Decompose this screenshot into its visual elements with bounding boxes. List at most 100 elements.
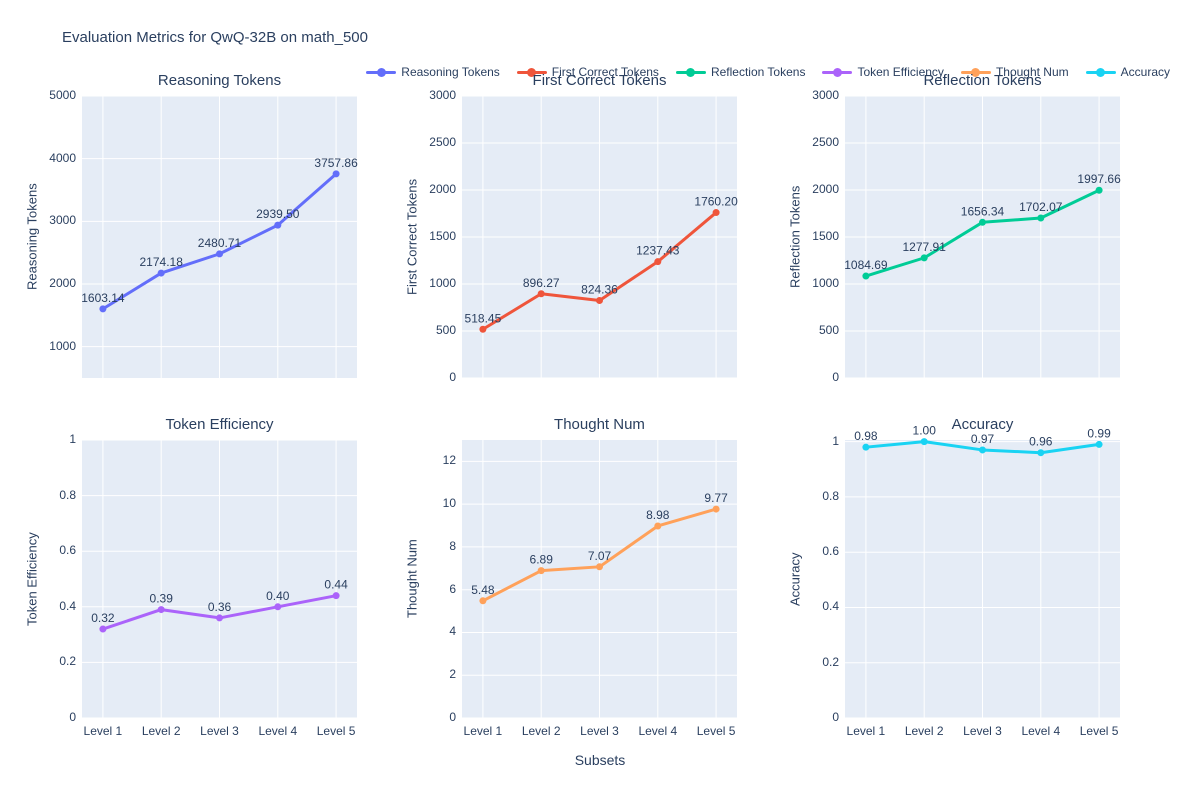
subplot-title-reflection-tokens: Reflection Tokens — [923, 72, 1042, 89]
data-point-label: 6.89 — [530, 553, 554, 567]
legend-line-marker-icon — [960, 67, 991, 77]
y-tick-label: 0.8 — [59, 487, 76, 502]
y-axis-title-token-efficiency: Token Efficiency — [24, 532, 40, 626]
data-point-label: 0.32 — [91, 611, 115, 625]
data-point-marker — [862, 272, 870, 280]
plot-area-reflection-tokens[interactable]: 1084.69 1277.91 1656.34 1702.07 1997.66 — [844, 95, 1121, 379]
data-point-label: 824.36 — [581, 283, 618, 297]
x-tick-label: Level 2 — [904, 724, 944, 738]
data-point-label: 0.39 — [150, 592, 174, 606]
y-tick-label: 5000 — [49, 88, 76, 102]
data-point-marker — [479, 597, 487, 605]
data-point-marker — [332, 170, 340, 178]
y-tick-label: 0.2 — [59, 654, 76, 669]
legend-line-marker-icon — [822, 67, 853, 77]
subplot-title-accuracy: Accuracy — [951, 416, 1014, 433]
data-point-marker — [1037, 449, 1045, 457]
y-tick-label: 1500 — [429, 229, 456, 243]
y-tick-label: 3000 — [429, 88, 456, 102]
data-point-marker — [537, 290, 545, 298]
y-tick-label: 8 — [449, 538, 456, 553]
legend-line-marker-icon — [1085, 67, 1116, 77]
y-tick-label: 1 — [832, 433, 839, 448]
x-tick-label: Level 3 — [963, 724, 1002, 738]
legend-label: First Correct Tokens — [551, 65, 659, 79]
legend-line-marker-icon — [366, 67, 397, 77]
data-point-marker — [537, 567, 545, 575]
legend-label: Reflection Tokens — [710, 65, 806, 79]
y-tick-label: 0.8 — [822, 488, 839, 503]
y-tick-label: 1000 — [429, 276, 456, 290]
y-tick-label: 2000 — [429, 182, 456, 196]
y-tick-label: 0.4 — [59, 598, 76, 613]
data-point-marker — [712, 505, 720, 513]
data-point-marker — [596, 297, 603, 305]
data-point-marker — [1095, 186, 1103, 194]
legend-label: Accuracy — [1120, 65, 1170, 79]
data-point-marker — [99, 305, 107, 313]
y-tick-label: 1000 — [812, 276, 839, 290]
data-point-label: 1277.91 — [903, 240, 947, 254]
data-point-label: 8.98 — [646, 508, 670, 522]
legend: Reasoning Tokens First Correct Tokens Refl… — [0, 65, 1170, 79]
data-point-marker — [157, 269, 165, 277]
plot-area-thought-num[interactable]: 5.48 6.89 7.07 8.98 9.77 — [462, 440, 737, 719]
plot-area-accuracy[interactable]: 0.98 1.00 0.97 0.96 0.99 — [845, 424, 1120, 719]
y-tick-label: 3000 — [812, 88, 839, 102]
legend-item-reasoning-tokens[interactable]: Reasoning Tokens — [366, 65, 500, 79]
y-tick-label: 1500 — [812, 229, 839, 243]
data-point-label: 0.44 — [324, 578, 348, 592]
data-point-label: 1656.34 — [961, 204, 1005, 218]
data-point-label: 1237.43 — [636, 244, 680, 258]
y-tick-label: 0.6 — [59, 543, 76, 558]
data-point-marker — [862, 443, 870, 451]
x-tick-label: Level 5 — [696, 724, 736, 738]
x-tick-label: Level 5 — [1079, 724, 1119, 738]
figure-title: Evaluation Metrics for QwQ-32B on math_5… — [62, 29, 368, 46]
legend-item-accuracy[interactable]: Accuracy — [1085, 65, 1170, 79]
data-point-label: 1084.69 — [844, 258, 888, 272]
y-tick-label: 1000 — [49, 338, 76, 353]
legend-line-marker-icon — [675, 67, 706, 77]
data-point-marker — [596, 563, 603, 571]
data-point-marker — [920, 438, 928, 446]
x-tick-label: Level 1 — [83, 724, 123, 738]
subplot-title-token-efficiency: Token Efficiency — [165, 416, 274, 433]
y-tick-label: 4000 — [49, 150, 76, 165]
y-tick-label: 0 — [449, 370, 456, 384]
data-point-label: 1.00 — [913, 424, 937, 438]
y-tick-label: 3000 — [49, 213, 76, 228]
y-tick-label: 10 — [442, 496, 456, 511]
x-tick-label: Level 4 — [1021, 724, 1061, 738]
data-point-label: 0.36 — [208, 600, 232, 614]
plot-area-token-efficiency[interactable]: 0.32 0.39 0.36 0.40 0.44 — [82, 439, 357, 719]
legend-item-first-correct-tokens[interactable]: First Correct Tokens — [516, 65, 659, 79]
data-point-label: 0.96 — [1029, 435, 1053, 449]
data-point-marker — [979, 218, 986, 226]
data-point-marker — [654, 522, 662, 530]
data-point-marker — [216, 250, 223, 258]
y-axis-title-accuracy: Accuracy — [787, 552, 803, 606]
legend-label: Thought Num — [995, 65, 1069, 79]
data-point-marker — [99, 625, 107, 633]
legend-item-token-efficiency[interactable]: Token Efficiency — [822, 65, 944, 79]
data-point-label: 896.27 — [523, 276, 560, 290]
y-tick-label: 0 — [69, 710, 76, 724]
data-point-marker — [274, 603, 282, 611]
legend-item-thought-num[interactable]: Thought Num — [960, 65, 1069, 79]
data-point-label: 5.48 — [471, 583, 495, 597]
x-tick-label: Level 2 — [141, 724, 181, 738]
legend-item-reflection-tokens[interactable]: Reflection Tokens — [675, 65, 806, 79]
y-tick-label: 2 — [449, 667, 456, 682]
data-point-marker — [332, 592, 340, 600]
x-tick-label: Level 4 — [258, 724, 298, 738]
plot-area-first-correct-tokens[interactable]: 518.45 896.27 824.36 1237.43 1760.20 — [462, 95, 738, 379]
data-point-marker — [979, 446, 986, 454]
data-point-label: 0.98 — [854, 429, 878, 443]
y-tick-label: 1 — [69, 432, 76, 446]
plot-area-reasoning-tokens[interactable]: 1603.14 2174.18 2480.71 2939.50 3757.86 — [81, 95, 358, 378]
y-tick-label: 2500 — [429, 135, 456, 149]
y-tick-label: 500 — [818, 323, 839, 337]
data-point-label: 1603.14 — [81, 291, 125, 305]
subplot-title-reasoning-tokens: Reasoning Tokens — [157, 72, 282, 89]
